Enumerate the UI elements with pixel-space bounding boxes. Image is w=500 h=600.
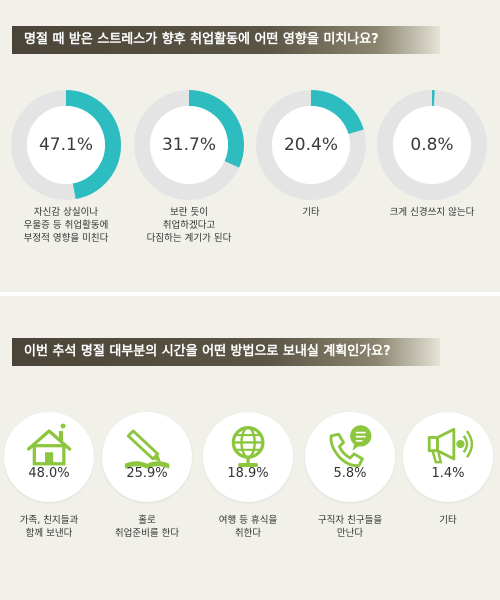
plan-value-label: 5.8% — [333, 466, 367, 481]
phone-chat-icon-shape — [329, 425, 372, 468]
section-divider — [0, 292, 500, 296]
donut-category-label: 기타 — [302, 207, 320, 218]
plan-value-label: 18.9% — [227, 466, 269, 481]
phone-chat-icon — [329, 425, 372, 468]
donut-category-label: 보란 듯이 취업하겠다고 다짐하는 계기가 된다 — [146, 207, 232, 244]
globe-icon-shape — [231, 426, 265, 468]
pencil-book-icon-shape — [124, 429, 170, 469]
plan-category-label: 가족, 친지들과 함께 보낸다 — [19, 515, 79, 539]
pencil-book-icon — [124, 429, 170, 469]
donut-center — [27, 106, 105, 184]
donut-category-label: 크게 신경쓰지 않는다 — [389, 207, 475, 218]
holiday-plan-title: 이번 추석 명절 대부분의 시간을 어떤 방법으로 보내실 계획인가요? — [12, 338, 440, 366]
plan-value-label: 25.9% — [126, 466, 168, 481]
donut-svg-1 — [11, 90, 121, 200]
donut-svg-4 — [377, 90, 487, 200]
globe-icon — [231, 426, 265, 468]
donut-4: 0.8% — [377, 90, 487, 200]
donut-arc-1 — [11, 90, 121, 200]
holiday-plan-section: 이번 추석 명절 대부분의 시간을 어떤 방법으로 보내실 계획인가요? 48.… — [0, 296, 500, 600]
house-icon-shape — [26, 423, 72, 466]
donut-arc-4 — [377, 90, 487, 200]
plan-value-label: 1.4% — [431, 466, 465, 481]
donut-center — [272, 106, 350, 184]
donut-center — [150, 106, 228, 184]
plan-category-label: 홀로 취업준비를 한다 — [114, 515, 180, 539]
plan-category-label: 기타 — [439, 515, 457, 526]
donut-arc-2 — [134, 90, 244, 200]
megaphone-icon — [427, 427, 474, 464]
megaphone-icon-shape — [427, 427, 474, 464]
donut-value-label: 0.8% — [410, 135, 454, 155]
plan-item-5: 1.4% — [403, 412, 493, 502]
donut-arc-3 — [256, 90, 366, 200]
donut-3: 20.4% — [256, 90, 366, 200]
stress-impact-section: 명절 때 받은 스트레스가 향후 취업활동에 어떤 영향을 미치나요? 47.1… — [0, 0, 500, 292]
donut-value-label: 31.7% — [161, 135, 216, 155]
donut-value-label: 20.4% — [283, 135, 338, 155]
donut-center — [393, 106, 471, 184]
plan-value-label: 48.0% — [28, 466, 70, 481]
plan-item-3: 18.9% — [203, 412, 293, 502]
plan-category-label: 여행 등 휴식을 취한다 — [218, 515, 278, 539]
donut-category-label: 자신감 상실이나 우울증 등 취업활동에 부정적 영향을 미친다 — [23, 207, 109, 244]
donut-svg-2 — [134, 90, 244, 200]
stress-impact-title: 명절 때 받은 스트레스가 향후 취업활동에 어떤 영향을 미치나요? — [12, 26, 440, 54]
donut-value-label: 47.1% — [38, 135, 93, 155]
house-icon — [26, 423, 72, 466]
plan-category-label: 구직자 친구들을 만난다 — [317, 515, 383, 539]
donut-2: 31.7% — [134, 90, 244, 200]
donut-svg-3 — [256, 90, 366, 200]
plan-item-1: 48.0% — [4, 412, 94, 502]
plan-item-4: 5.8% — [305, 412, 395, 502]
donut-1: 47.1% — [11, 90, 121, 200]
plan-item-2: 25.9% — [102, 412, 192, 502]
